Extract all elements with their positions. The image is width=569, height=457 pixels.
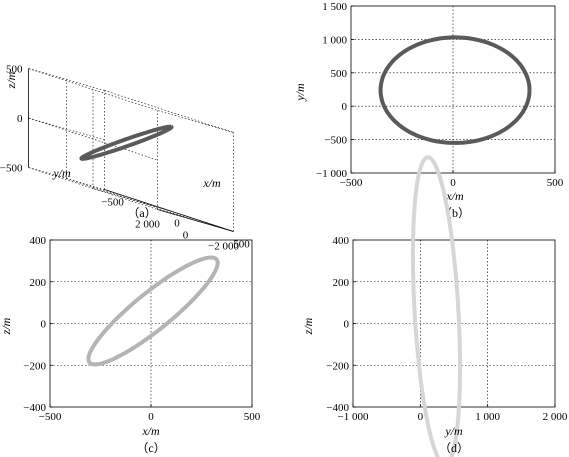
x-axis-label: x/m xyxy=(445,189,464,203)
panel-caption: （b） xyxy=(440,206,470,220)
y-tick-label: −400 xyxy=(326,402,349,414)
x-tick-label: 0 xyxy=(418,411,424,423)
box-edge xyxy=(104,90,234,133)
x-tick-label: 2 000 xyxy=(543,411,568,423)
x-tick-label: −500 xyxy=(340,177,363,189)
y-tick-label: 0 xyxy=(41,319,47,331)
axis-edge xyxy=(157,209,234,232)
y-tick-label: −200 xyxy=(23,360,46,372)
y-tick-label: 1 000 xyxy=(322,34,347,46)
x-tick-label: −1 000 xyxy=(338,411,369,423)
y-tick-label: −200 xyxy=(326,360,349,372)
z-tick-label: −500 xyxy=(0,163,23,175)
orbit-curve xyxy=(410,155,462,457)
x-tick-label: 0 xyxy=(148,411,154,423)
y-tick-label: 0 xyxy=(183,230,189,242)
orbit-curve xyxy=(79,124,174,161)
box-edge xyxy=(157,110,234,133)
grid-line-z xyxy=(28,117,105,141)
panel-caption: （a） xyxy=(127,206,156,220)
y-tick-label: −500 xyxy=(324,135,347,147)
y-tick-label: −400 xyxy=(23,402,46,414)
x-tick-label: 500 xyxy=(244,411,261,423)
y-axis-label: z/m xyxy=(301,317,315,335)
y-tick-label: −1 000 xyxy=(316,168,347,180)
z-tick-label: 0 xyxy=(17,113,23,125)
orbit-curve xyxy=(86,255,220,367)
y-tick-label: 2 000 xyxy=(135,219,160,231)
x-tick-label: 500 xyxy=(547,177,564,189)
z-axis-label: z/m xyxy=(4,71,18,89)
x-axis-label: x/m xyxy=(141,424,160,438)
y-tick-label: 0 xyxy=(342,101,348,113)
x-axis-label: y/m xyxy=(444,424,463,438)
x-axis-label: x/m xyxy=(202,176,221,190)
y-axis-label: z/m xyxy=(0,317,13,335)
panel-caption: （c） xyxy=(136,441,165,455)
z-tick-label: 500 xyxy=(6,64,23,76)
panel-d-yz-plot: −1 000 0 1 000 2 000 −400 −200 0 200 400 y/m z/m （d… xyxy=(301,155,568,457)
y-tick-label: 0 xyxy=(344,319,350,331)
y-tick-label: 200 xyxy=(333,277,350,289)
x-tick-label: −500 xyxy=(101,197,124,209)
y-tick-label: 500 xyxy=(331,68,348,80)
x-tick-label: 0 xyxy=(450,177,456,189)
x-tick-label: −500 xyxy=(39,411,62,423)
panel-c-xz-plot: −500 0 500 −400 −200 0 200 400 x/m z/m （c） xyxy=(0,235,261,455)
y-tick-label: 400 xyxy=(333,235,350,247)
y-axis-label: y/m xyxy=(293,83,307,102)
x-tick-label: 0 xyxy=(174,218,180,230)
grid-line-z xyxy=(28,117,158,161)
orbit-curve xyxy=(378,35,532,145)
grid-line-y xyxy=(66,178,196,221)
x-tick-label: 500 xyxy=(233,239,250,251)
panel-caption: （d） xyxy=(439,441,469,455)
y-tick-label: 200 xyxy=(30,277,47,289)
y-tick-label: 400 xyxy=(30,235,47,247)
x-tick-label: 1 000 xyxy=(475,411,500,423)
y-axis-label: y/m xyxy=(52,166,71,180)
y-tick-label: −2 000 xyxy=(208,241,239,253)
y-tick-label: 1 500 xyxy=(322,1,347,13)
